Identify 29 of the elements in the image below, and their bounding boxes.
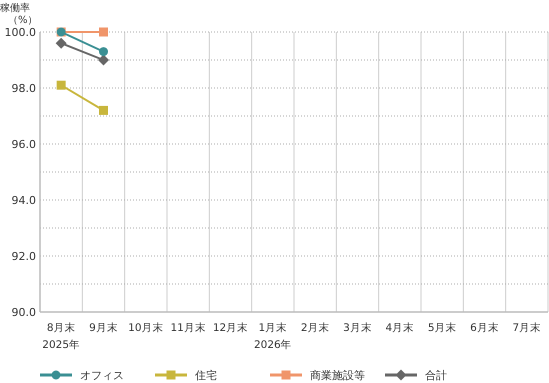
legend-label: 商業施設等 (310, 369, 365, 382)
point (56, 38, 67, 49)
legend-label: 合計 (425, 369, 447, 382)
x-tick-label: 3月末 (343, 321, 372, 334)
x-tick-label: 10月末 (128, 321, 164, 334)
y-tick-label: 92.0 (12, 250, 36, 263)
point (99, 47, 108, 56)
point (56, 80, 66, 90)
x-tick-label: 7月末 (512, 321, 542, 334)
y-tick-label: 94.0 (12, 194, 36, 207)
x-tick-label: 4月末 (385, 321, 414, 334)
x-tick-label: 1月末 2026年 (254, 321, 292, 351)
y-tick-label: 98.0 (12, 82, 36, 95)
y-axis-title: 稼働率（%） (0, 2, 38, 26)
y-tick-label: 96.0 (12, 138, 36, 151)
x-tick-label: 8月末 2025年 (42, 321, 80, 351)
point (98, 54, 109, 66)
y-tick-label: 100.0 (4, 26, 36, 39)
y-tick-label: 90.0 (12, 306, 36, 319)
legend-label: オフィス (80, 369, 124, 382)
point (99, 28, 108, 36)
legend-label: 住宅 (195, 369, 217, 382)
x-tick-label: 12月末 (212, 321, 248, 334)
point (99, 106, 108, 115)
x-tick-label: 9月末 (89, 321, 118, 334)
x-tick-label: 6月末 (470, 321, 499, 334)
x-tick-label: 5月末 (428, 321, 457, 334)
x-tick-label: 11月末 (170, 321, 206, 334)
x-tick-label: 2月末 (300, 321, 330, 334)
